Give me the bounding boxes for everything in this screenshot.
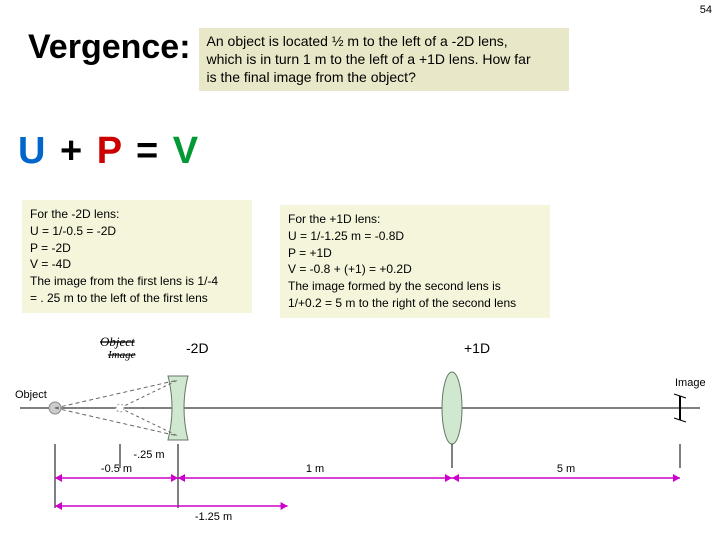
- calc2-l3: V = -0.8 + (+1) = +0.2D: [288, 261, 542, 278]
- svg-text:+1D: +1D: [464, 340, 490, 356]
- diagram-svg: -2D+1DObjectImageObjectImage-.25 m-0.5 m…: [0, 320, 720, 540]
- calc1-l5: = . 25 m to the left of the first lens: [30, 290, 244, 307]
- title-row: Vergence: An object is located ½ m to th…: [28, 28, 569, 91]
- formula-P: P: [97, 130, 124, 172]
- formula-V: V: [173, 130, 200, 172]
- svg-text:Image: Image: [675, 377, 706, 389]
- problem-line1: An object is located ½ m to the left of …: [207, 33, 508, 49]
- optics-diagram: -2D+1DObjectImageObjectImage-.25 m-0.5 m…: [0, 320, 720, 520]
- calc2-l4: The image formed by the second lens is: [288, 278, 542, 295]
- formula-U: U: [18, 130, 47, 172]
- vergence-formula: U + P = V: [18, 130, 200, 173]
- page-number: 54: [700, 4, 712, 16]
- calc2-l1: U = 1/-1.25 m = -0.8D: [288, 228, 542, 245]
- calc1-l1: U = 1/-0.5 = -2D: [30, 223, 244, 240]
- svg-text:5 m: 5 m: [557, 463, 575, 475]
- svg-text:-.25 m: -.25 m: [133, 449, 164, 461]
- calc1-l2: P = -2D: [30, 240, 244, 257]
- calc2-header: For the +1D lens:: [288, 211, 542, 228]
- calc2-l5: 1/+0.2 = 5 m to the right of the second …: [288, 295, 542, 312]
- title: Vergence:: [28, 28, 191, 67]
- calc-box-lens2: For the +1D lens: U = 1/-1.25 m = -0.8D …: [280, 205, 550, 318]
- calc1-header: For the -2D lens:: [30, 206, 244, 223]
- problem-line2: which is in turn 1 m to the left of a +1…: [207, 51, 531, 67]
- svg-text:-2D: -2D: [186, 340, 209, 356]
- svg-text:1 m: 1 m: [306, 463, 324, 475]
- svg-text:Object: Object: [15, 389, 47, 401]
- formula-plus: +: [47, 130, 96, 172]
- svg-text:-1.25 m: -1.25 m: [195, 511, 232, 523]
- calc2-l2: P = +1D: [288, 245, 542, 262]
- svg-text:-0.5 m: -0.5 m: [101, 463, 132, 475]
- problem-box: An object is located ½ m to the left of …: [199, 28, 569, 91]
- calc-box-lens1: For the -2D lens: U = 1/-0.5 = -2D P = -…: [22, 200, 252, 313]
- problem-line3: is the final image from the object?: [207, 69, 416, 85]
- formula-eq: =: [123, 130, 172, 172]
- calc1-l3: V = -4D: [30, 256, 244, 273]
- svg-text:Image: Image: [107, 349, 136, 361]
- calc1-l4: The image from the first lens is 1/-4: [30, 273, 244, 290]
- svg-text:Object: Object: [100, 334, 135, 349]
